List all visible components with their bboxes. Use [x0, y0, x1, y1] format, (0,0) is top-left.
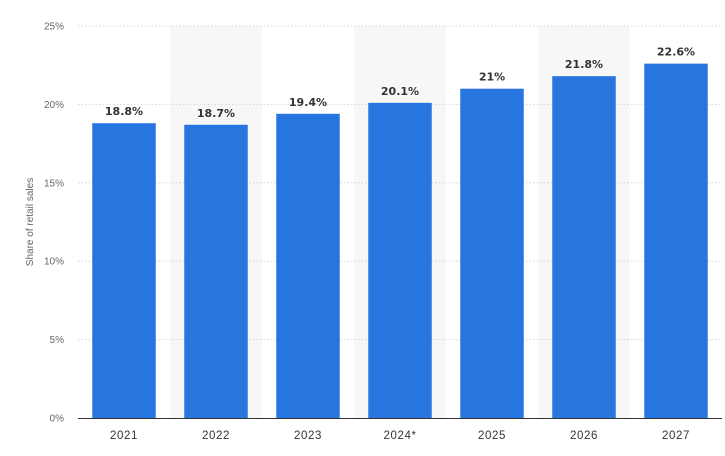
data-label: 19.4% — [289, 96, 327, 109]
bars — [92, 63, 708, 419]
x-tick-label: 2027 — [662, 430, 690, 442]
y-tick-label: 15% — [44, 178, 64, 189]
bar-2024 — [368, 102, 432, 418]
data-label: 21% — [479, 71, 505, 84]
data-label: 21.8% — [565, 58, 603, 71]
bar-2022 — [184, 124, 248, 418]
data-label: 22.6% — [657, 46, 695, 59]
y-tick-label: 5% — [50, 335, 65, 346]
bar-2021 — [92, 123, 156, 418]
bar-2023 — [276, 113, 340, 419]
data-label: 20.1% — [381, 85, 419, 98]
x-tick-label: 2021 — [110, 430, 138, 442]
y-axis-ticks: 0% 5% 10% 15% 20% 25% — [44, 22, 64, 425]
bar-2025 — [460, 88, 524, 418]
data-labels: 18.8% 18.7% 19.4% 20.1% 21% 21.8% 22.6% — [105, 46, 695, 120]
bar-2026 — [552, 76, 616, 419]
x-axis-ticks: 2021 2022 2023 2024* 2025 2026 2027 — [110, 430, 690, 442]
y-tick-label: 10% — [44, 257, 64, 268]
data-label: 18.7% — [197, 107, 235, 120]
x-tick-label: 2023 — [294, 430, 322, 442]
y-tick-label: 25% — [44, 22, 64, 33]
x-tick-label: 2024* — [383, 430, 416, 442]
x-tick-label: 2022 — [202, 430, 230, 442]
y-tick-label: 0% — [50, 414, 65, 425]
x-tick-label: 2025 — [478, 430, 506, 442]
y-axis-title: Share of retail sales — [25, 178, 36, 266]
y-tick-label: 20% — [44, 100, 64, 111]
data-label: 18.8% — [105, 105, 143, 118]
x-tick-label: 2026 — [570, 430, 598, 442]
bar-2027 — [644, 63, 708, 419]
